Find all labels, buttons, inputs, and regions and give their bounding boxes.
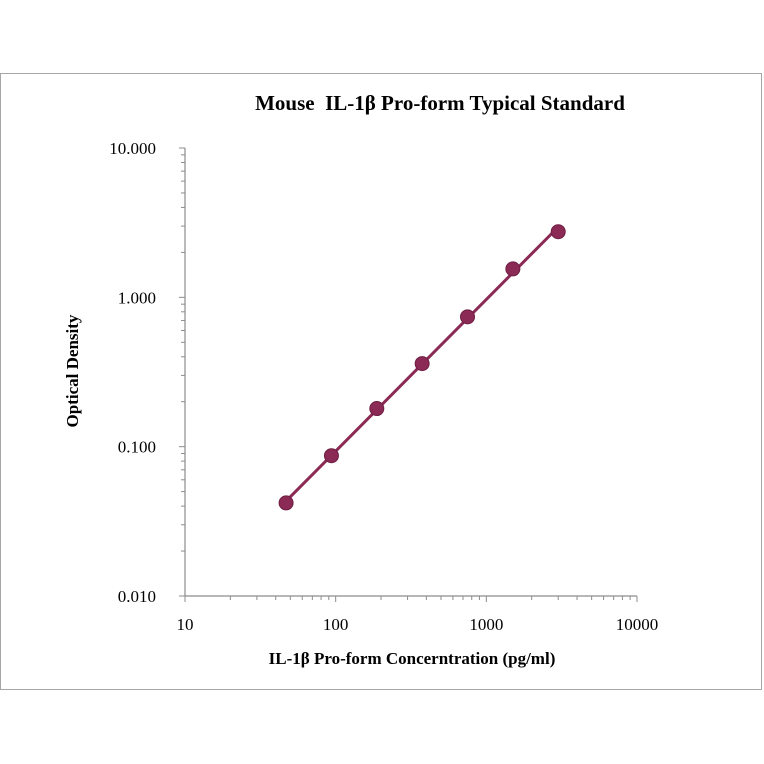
data-point (550, 224, 566, 240)
axes (184, 148, 637, 597)
ticks (179, 147, 638, 602)
tick-labels: 0.010 0.100 1.000 10.000 10 100 1000 10000 (109, 139, 658, 634)
y-axis-label: Optical Density (63, 314, 82, 427)
y-tick-label: 1.000 (118, 288, 156, 307)
x-axis-label: IL-1β Pro-form Concerntration (pg/ml) (269, 649, 556, 668)
x-tick-label: 1000 (469, 615, 503, 634)
data-point (278, 495, 294, 511)
chart-title: Mouse IL-1β Pro-form Typical Standard (255, 91, 625, 115)
y-tick-label: 0.010 (118, 587, 156, 606)
data-point (505, 261, 521, 277)
data-point (414, 356, 430, 372)
data-point (369, 401, 385, 417)
data-points (278, 224, 566, 511)
data-point (323, 448, 339, 464)
chart-frame (0, 73, 762, 690)
x-tick-label: 10 (177, 615, 194, 634)
y-tick-label: 0.100 (118, 438, 156, 457)
x-tick-label: 10000 (616, 615, 659, 634)
data-point (460, 309, 476, 325)
y-tick-label: 10.000 (109, 139, 156, 158)
x-tick-label: 100 (323, 615, 349, 634)
